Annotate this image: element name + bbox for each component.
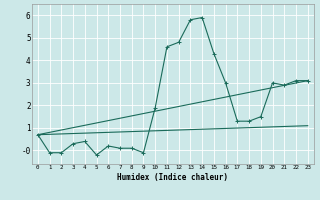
X-axis label: Humidex (Indice chaleur): Humidex (Indice chaleur): [117, 173, 228, 182]
